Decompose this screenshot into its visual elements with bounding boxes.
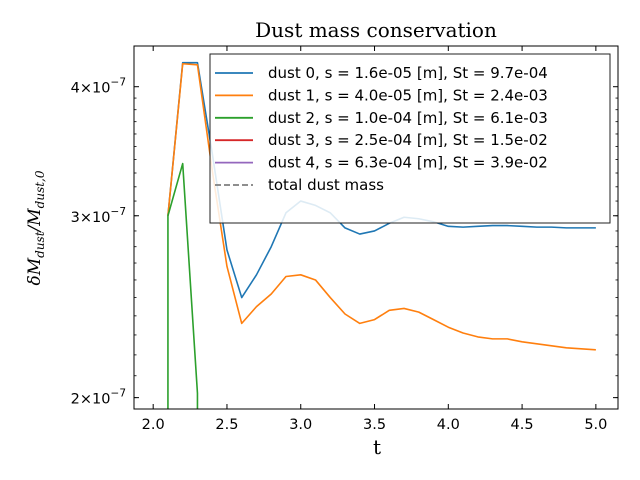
- y-label-div: /M: [25, 208, 45, 234]
- y-axis: 2×10−73×10−74×10−7: [71, 77, 618, 408]
- series-line-1: [167, 62, 596, 351]
- x-tick-label: 5.0: [584, 417, 607, 433]
- y-tick-label: 4×10−7: [71, 77, 126, 97]
- y-label-main: δM: [25, 257, 45, 285]
- y-tick-base: ×10: [80, 81, 111, 97]
- y-axis-label: δMdust/Mdust,0: [25, 170, 47, 285]
- x-tick-label: 2.5: [215, 417, 238, 433]
- legend-label-2: dust 2, s = 1.0e-04 [m], St = 6.1e-03: [268, 109, 548, 127]
- y-tick-mantissa: 3: [71, 210, 80, 226]
- legend-label-1: dust 1, s = 4.0e-05 [m], St = 2.4e-03: [268, 86, 548, 104]
- x-axis: 2.0 2.5 3.0 3.5 4.0 4.5 5.0: [142, 46, 607, 433]
- x-tick-label: 4.0: [437, 417, 460, 433]
- series-layer: [167, 61, 596, 409]
- x-tick-label: 2.0: [142, 417, 165, 433]
- legend-box: [209, 53, 611, 224]
- y-tick-label: 2×10−7: [71, 388, 126, 408]
- y-tick-mantissa: 2: [71, 392, 80, 408]
- legend-label-5: total dust mass: [268, 176, 384, 194]
- legend: dust 0, s = 1.6e-05 [m], St = 9.7e-04 dus…: [209, 53, 611, 224]
- series-line-0: [167, 61, 596, 299]
- x-tick-label: 3.5: [363, 417, 386, 433]
- y-tick-base: ×10: [80, 210, 111, 226]
- x-axis-label: t: [373, 435, 381, 459]
- y-label-div-sub: dust,0: [33, 170, 47, 208]
- y-tick-exponent: −7: [111, 77, 126, 89]
- series-line-2: [167, 162, 199, 409]
- legend-label-4: dust 4, s = 6.3e-04 [m], St = 3.9e-02: [268, 154, 548, 172]
- y-tick-exponent: −7: [111, 388, 126, 400]
- plot-frame: [133, 45, 619, 410]
- y-label-main-sub: dust: [33, 231, 47, 258]
- y-tick-exponent: −7: [111, 206, 126, 218]
- y-tick-mantissa: 4: [71, 81, 80, 97]
- legend-label-0: dust 0, s = 1.6e-05 [m], St = 9.7e-04: [268, 64, 548, 82]
- x-tick-label: 3.0: [289, 417, 312, 433]
- x-tick-label: 4.5: [511, 417, 534, 433]
- y-tick-label: 3×10−7: [71, 206, 126, 226]
- legend-label-3: dust 3, s = 2.5e-04 [m], St = 1.5e-02: [268, 131, 548, 149]
- chart-title: Dust mass conservation: [255, 18, 497, 42]
- y-tick-base: ×10: [80, 392, 111, 408]
